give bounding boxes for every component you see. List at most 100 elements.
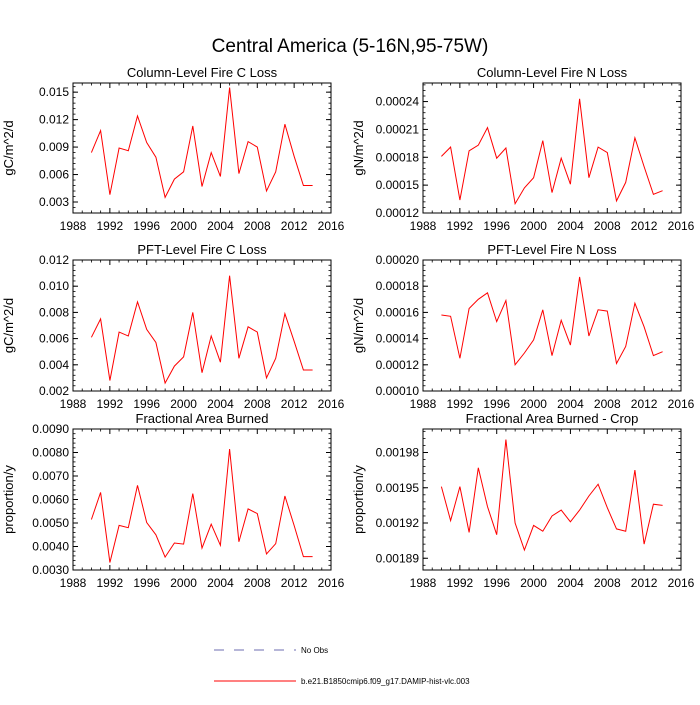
y-axis-label: gC/m^2/d [1,120,16,175]
x-tick-label: 1992 [447,397,474,411]
x-tick-label: 1992 [447,576,474,590]
y-axis-label: gN/m^2/d [351,298,366,353]
x-tick-label: 2008 [244,576,271,590]
y-tick-label: 0.00015 [376,178,420,192]
x-tick-label: 1996 [483,219,510,233]
y-tick-label: 0.00012 [376,206,420,220]
y-tick-label: 0.00024 [376,95,420,109]
y-tick-label: 0.006 [39,168,69,182]
x-tick-label: 1992 [447,219,474,233]
panel-title: PFT-Level Fire N Loss [487,242,617,257]
x-tick-label: 2004 [207,397,234,411]
panel-title: Column-Level Fire C Loss [127,65,278,80]
x-tick-label: 1992 [97,576,124,590]
series-line [90,87,313,199]
x-tick-label: 2004 [557,576,584,590]
x-tick-label: 2004 [557,219,584,233]
panel-4: PFT-Level Fire N Loss gN/m^2/d 1988 1992 199… [351,242,695,411]
x-tick-label: 2016 [668,219,695,233]
x-tick-label: 1992 [97,397,124,411]
x-tick-label: 2008 [594,397,621,411]
y-tick-label: 0.00018 [376,279,420,293]
x-tick-label: 1996 [483,576,510,590]
x-tick-label: 1996 [483,397,510,411]
x-tick-label: 2008 [244,397,271,411]
x-tick-label: 2008 [244,219,271,233]
y-tick-label: 0.00018 [376,150,420,164]
x-tick-label: 2000 [170,576,197,590]
y-tick-label: 0.00198 [376,446,420,460]
plot-frame [72,82,332,214]
y-tick-label: 0.012 [39,113,69,127]
plot-frame [422,82,682,214]
x-tick-label: 1992 [97,219,124,233]
x-tick-label: 2012 [281,576,308,590]
x-tick-label: 1988 [410,576,437,590]
y-tick-label: 0.00020 [376,253,420,267]
y-tick-label: 0.0060 [32,493,69,507]
series-line [90,448,313,563]
y-tick-label: 0.0030 [32,563,69,577]
y-tick-label: 0.012 [39,253,69,267]
x-tick-label: 2004 [207,219,234,233]
legend-label-model: b.e21.B1850cmip6.f09_g17.DAMIP-hist-vlc.… [301,677,470,686]
y-axis-label: proportion/y [1,465,16,534]
y-tick-label: 0.010 [39,279,69,293]
x-tick-label: 1988 [60,397,87,411]
x-tick-label: 2012 [631,219,658,233]
x-tick-label: 2000 [520,397,547,411]
y-tick-label: 0.006 [39,332,69,346]
y-tick-label: 0.003 [39,195,69,209]
y-tick-label: 0.00189 [376,551,420,565]
x-tick-label: 2016 [668,576,695,590]
x-tick-label: 2000 [170,397,197,411]
y-tick-label: 0.00192 [376,516,420,530]
y-tick-label: 0.0090 [32,422,69,436]
y-tick-label: 0.0070 [32,469,69,483]
panel-3: PFT-Level Fire C Loss gC/m^2/d 1988 1992 199… [1,242,345,411]
x-tick-label: 2000 [520,576,547,590]
y-tick-label: 0.0050 [32,516,69,530]
x-tick-label: 2012 [281,219,308,233]
panel-title: Column-Level Fire N Loss [477,65,628,80]
panel-title: Fractional Area Burned - Crop [466,411,639,426]
x-tick-label: 1988 [410,397,437,411]
x-tick-label: 2004 [207,576,234,590]
x-tick-label: 2008 [594,219,621,233]
x-tick-label: 2000 [170,219,197,233]
x-tick-label: 2012 [281,397,308,411]
y-tick-label: 0.008 [39,305,69,319]
x-tick-label: 1996 [133,219,160,233]
series-line [441,276,663,367]
series-line [90,275,313,385]
x-tick-label: 2000 [520,219,547,233]
plot-frame [422,428,682,571]
y-tick-label: 0.00195 [376,481,420,495]
y-axis-label: proportion/y [351,465,366,534]
panels: Column-Level Fire C Loss gC/m^2/d 1988 1992… [1,65,695,590]
x-tick-label: 2008 [594,576,621,590]
page-title: Central America (5-16N,95-75W) [212,36,489,57]
y-tick-label: 0.00012 [376,358,420,372]
x-tick-label: 1996 [133,397,160,411]
y-tick-label: 0.00014 [376,332,420,346]
y-tick-label: 0.004 [39,358,69,372]
y-tick-label: 0.0080 [32,446,69,460]
x-tick-label: 2004 [557,397,584,411]
x-tick-label: 2012 [631,397,658,411]
x-tick-label: 2012 [631,576,658,590]
panel-5: Fractional Area Burned proportion/y 1988 19… [1,411,345,590]
legend: No Obs b.e21.B1850cmip6.f09_g17.DAMIP-hi… [214,646,470,686]
y-axis-label: gC/m^2/d [1,298,16,353]
legend-label-no-obs: No Obs [301,646,328,655]
y-axis-label: gN/m^2/d [351,120,366,175]
panel-1: Column-Level Fire C Loss gC/m^2/d 1988 1992… [1,65,345,233]
x-tick-label: 1996 [133,576,160,590]
y-tick-label: 0.015 [39,85,69,99]
series-line [441,98,663,206]
y-tick-label: 0.002 [39,384,69,398]
panel-title: Fractional Area Burned [136,411,269,426]
x-tick-label: 1988 [410,219,437,233]
